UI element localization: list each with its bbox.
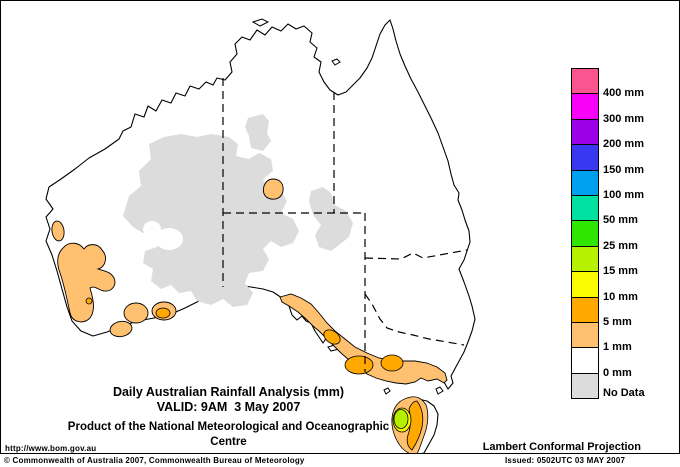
- legend-swatch-5-mm: [571, 296, 599, 323]
- legend-label: 10 mm: [603, 290, 638, 303]
- king-island: [383, 387, 391, 395]
- no-data-region-sa-qld: [309, 187, 353, 251]
- legend-label: 100 mm: [603, 189, 644, 201]
- legend-label: 200 mm: [603, 138, 644, 151]
- no-data-hole: [143, 221, 161, 237]
- rain-area-wa-5mm-dot: [85, 297, 93, 305]
- tasmania-rain-5mm: [406, 400, 424, 451]
- legend-swatch-25-mm: [571, 220, 599, 247]
- legend-swatch-50-mm: [571, 195, 599, 222]
- rain-area-vic-5mm-west: [344, 355, 374, 375]
- legend-label: 25 mm: [603, 239, 638, 252]
- legend-swatch-10-mm: [571, 271, 599, 298]
- projection-label: Lambert Conformal Projection: [482, 441, 641, 453]
- map-title: Daily Australian Rainfall Analysis (mm): [112, 385, 345, 399]
- legend-swatch-no-data: [571, 372, 599, 400]
- rain-area-wa-southcoast-2: [123, 302, 149, 324]
- legend-label: 0 mm: [603, 366, 632, 379]
- rain-area-vic-5mm-east: [380, 354, 404, 372]
- rainfall-legend: 400 mm 300 mm 200 mm 150 mm 100 mm 50 mm 25 mm…: [571, 68, 680, 402]
- melville-island: [251, 18, 270, 27]
- groote-island: [331, 58, 341, 66]
- valid-time: VALID: 9AM 3 May 2007: [156, 400, 301, 414]
- product-line: Product of the National Meteorological a…: [67, 421, 390, 448]
- flinders-island: [435, 386, 444, 395]
- rain-area-sa-5mm: [323, 329, 341, 345]
- no-data-region-nt: [245, 114, 271, 151]
- rain-area-wa-southwest: [57, 242, 116, 323]
- nsw-vic-border: [364, 293, 465, 346]
- no-data-hole: [155, 228, 183, 250]
- no-data-region-central: [123, 134, 299, 307]
- state-borders: [222, 78, 468, 372]
- tasmania-rain-15mm: [393, 409, 409, 429]
- legend-swatch-100-mm: [571, 169, 599, 196]
- legend-label: 300 mm: [603, 112, 644, 125]
- legend-label: 5 mm: [603, 316, 632, 328]
- legend-swatch-15-mm: [571, 245, 599, 273]
- caption-strip: © Commonwealth of Australia 2007, Common…: [0, 454, 680, 467]
- title-block: Daily Australian Rainfall Analysis (mm) …: [66, 385, 391, 450]
- issued-text: Issued: 0502UTC 03 MAY 2007: [505, 456, 626, 465]
- rain-area-sa-vic-band: [279, 293, 448, 385]
- legend-swatch-1-mm: [571, 322, 599, 349]
- copyright-text: © Commonwealth of Australia 2007, Common…: [4, 456, 305, 465]
- legend-label: 50 mm: [603, 214, 638, 227]
- legend-swatch-400-mm: [571, 68, 599, 95]
- rain-area-nt-spot: [262, 178, 284, 200]
- legend-label: 1 mm: [603, 341, 632, 354]
- legend-swatch-0-mm: [571, 347, 599, 374]
- legend-label: 150 mm: [603, 163, 644, 176]
- rain-area-wa-southcoast-3-5mm: [155, 307, 171, 319]
- legend-swatch-300-mm: [571, 93, 599, 120]
- legend-label: 400 mm: [603, 87, 644, 100]
- map-frame: Daily Australian Rainfall Analysis (mm) …: [0, 0, 680, 454]
- legend-label: No Data: [603, 386, 645, 399]
- legend-swatch-200-mm: [571, 118, 599, 146]
- australia-rainfall-map: [45, 18, 476, 453]
- rain-area-wa-coast-north: [51, 220, 65, 242]
- legend-swatch-150-mm: [571, 144, 599, 171]
- bom-url: http://www.bom.gov.au: [5, 444, 97, 453]
- rain-area-wa-southcoast-1: [109, 320, 133, 338]
- legend-label: 15 mm: [603, 265, 638, 278]
